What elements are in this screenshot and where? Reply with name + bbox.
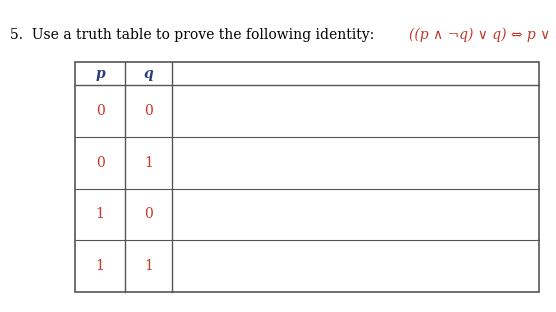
Text: 0: 0 — [96, 156, 105, 170]
Text: 0: 0 — [96, 104, 105, 118]
Text: 1: 1 — [96, 259, 105, 273]
Text: 0: 0 — [145, 207, 153, 221]
Text: q: q — [144, 67, 153, 81]
Text: 1: 1 — [145, 156, 153, 170]
Text: 0: 0 — [145, 104, 153, 118]
Text: ((p ∧ ¬q) ∨ q) ⇔ p ∨ q.: ((p ∧ ¬q) ∨ q) ⇔ p ∨ q. — [409, 28, 556, 42]
Text: 1: 1 — [145, 259, 153, 273]
Text: p: p — [95, 67, 105, 81]
Text: 5.  Use a truth table to prove the following identity:: 5. Use a truth table to prove the follow… — [10, 28, 379, 42]
Text: 1: 1 — [96, 207, 105, 221]
